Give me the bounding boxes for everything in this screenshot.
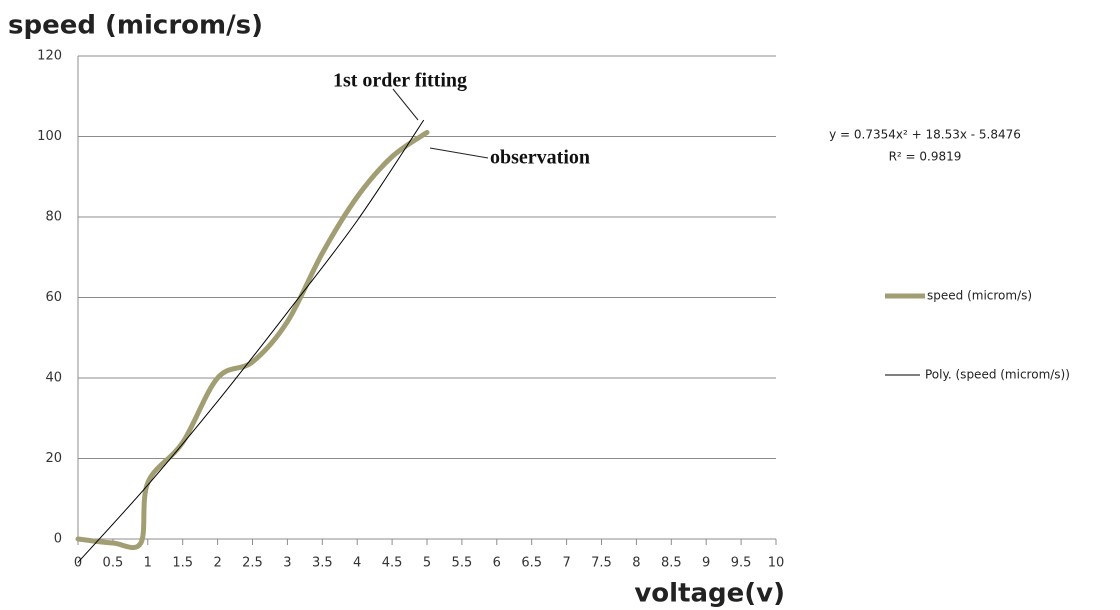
x-tick-label: 7 <box>562 556 570 571</box>
x-tick-label: 9 <box>702 556 710 571</box>
x-tick-label: 0 <box>74 556 82 571</box>
x-tick-label: 10 <box>768 556 785 571</box>
y-tick-label: 20 <box>45 451 62 466</box>
y-tick-label: 60 <box>45 290 62 305</box>
y-axis-title: speed (microm/s) <box>8 11 263 41</box>
x-tick-label: 1 <box>144 556 152 571</box>
y-tick-label: 100 <box>37 129 62 144</box>
y-tick-label: 120 <box>37 49 62 64</box>
observation-line <box>75 129 430 551</box>
x-tick-label: 6 <box>493 556 501 571</box>
fit-line <box>77 119 425 563</box>
x-tick-label: 9.5 <box>731 556 752 571</box>
x-tick-label: 2 <box>213 556 221 571</box>
x-tick-label: 3.5 <box>312 556 333 571</box>
x-tick-label: 4 <box>353 556 361 571</box>
x-tick-label: 3 <box>283 556 291 571</box>
x-tick-label: 7.5 <box>591 556 612 571</box>
equation: y = 0.7354x² + 18.53x - 5.8476 <box>829 128 1021 142</box>
r-squared: R² = 0.9819 <box>889 150 962 164</box>
legend-label: speed (microm/s) <box>927 289 1032 303</box>
x-tick-label: 8 <box>632 556 640 571</box>
x-tick-label: 5.5 <box>452 556 473 571</box>
leader-line <box>392 88 419 121</box>
y-tick-label: 0 <box>54 532 62 547</box>
legend-label: Poly. (speed (microm/s)) <box>925 368 1070 382</box>
x-tick-label: 1.5 <box>172 556 193 571</box>
annotation: 1st order fitting <box>333 70 467 92</box>
leader-line <box>429 147 489 159</box>
annotation: observation <box>490 147 590 169</box>
x-axis-title: voltage(v) <box>634 579 785 609</box>
x-tick-label: 6.5 <box>521 556 542 571</box>
x-tick-label: 4.5 <box>382 556 403 571</box>
y-tick-label: 40 <box>45 371 62 386</box>
x-tick-label: 8.5 <box>661 556 682 571</box>
x-tick-label: 0.5 <box>103 556 124 571</box>
x-tick-label: 2.5 <box>242 556 263 571</box>
y-tick-label: 80 <box>45 210 62 225</box>
x-tick-label: 5 <box>423 556 431 571</box>
